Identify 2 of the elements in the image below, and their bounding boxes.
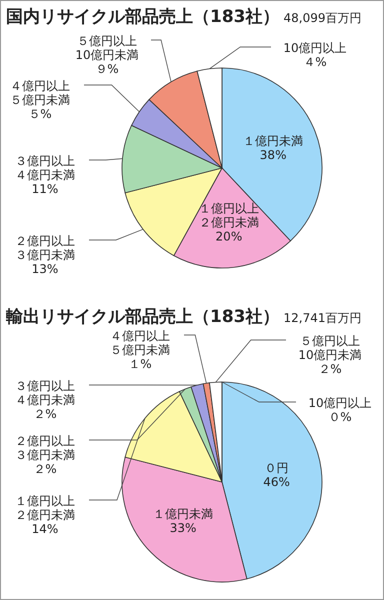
title: 国内リサイクル部品売上（183社） 48,099百万円	[6, 7, 362, 27]
title: 輸出リサイクル部品売上（183社） 12,741百万円	[6, 307, 362, 327]
